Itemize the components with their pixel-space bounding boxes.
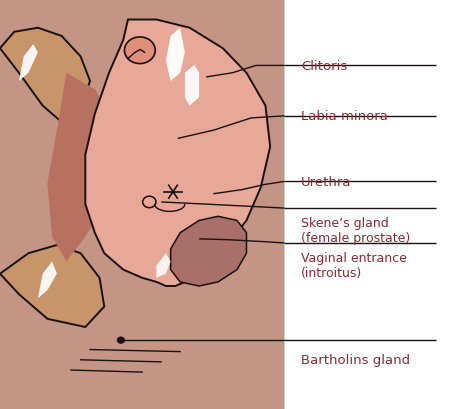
Text: Skene’s gland
(female prostate): Skene’s gland (female prostate) xyxy=(301,217,410,245)
Ellipse shape xyxy=(124,38,155,64)
Polygon shape xyxy=(19,45,38,82)
Polygon shape xyxy=(85,20,270,286)
Polygon shape xyxy=(38,262,57,299)
Bar xyxy=(284,0,474,409)
Circle shape xyxy=(117,337,125,344)
Polygon shape xyxy=(0,29,90,123)
Text: Clitoris: Clitoris xyxy=(301,60,347,73)
Text: Bartholins gland: Bartholins gland xyxy=(301,353,410,366)
Circle shape xyxy=(143,197,156,208)
Polygon shape xyxy=(166,29,185,82)
Text: Urethra: Urethra xyxy=(301,175,352,189)
Text: Labia minora: Labia minora xyxy=(301,110,388,123)
Polygon shape xyxy=(156,254,171,278)
Polygon shape xyxy=(171,217,246,286)
Polygon shape xyxy=(0,245,104,327)
Text: Vaginal entrance
(introitus): Vaginal entrance (introitus) xyxy=(301,252,407,279)
Polygon shape xyxy=(185,65,199,106)
Polygon shape xyxy=(47,74,118,262)
